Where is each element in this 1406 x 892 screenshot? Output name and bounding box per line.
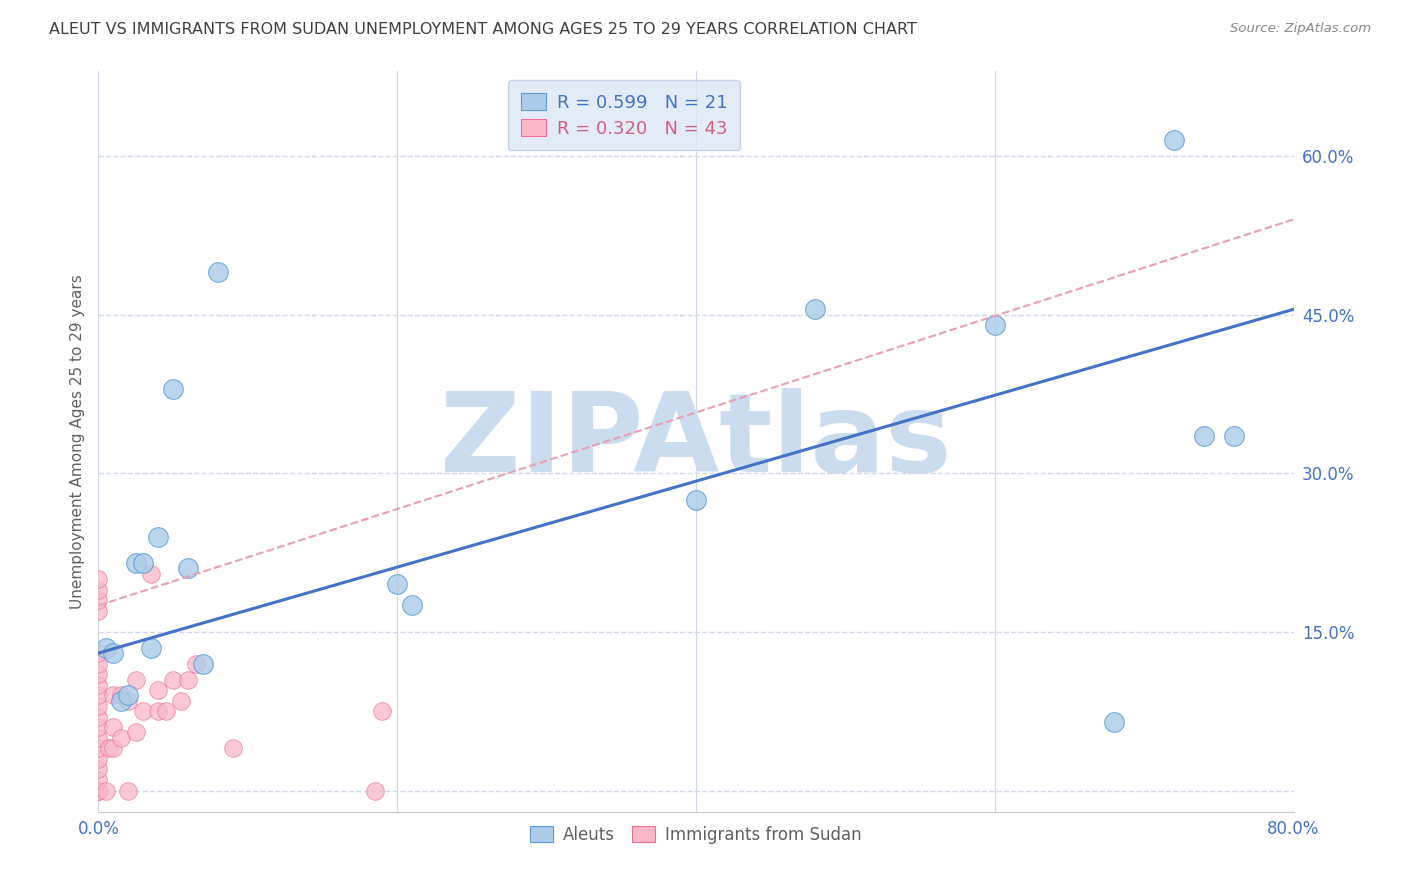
Point: [110, 694, 132, 708]
Point: [94, 640, 117, 655]
Text: ZIPAtlas: ZIPAtlas: [440, 388, 952, 495]
Point: [1104, 714, 1126, 729]
Point: [207, 265, 229, 279]
Point: [364, 783, 387, 797]
Point: [87, 783, 110, 797]
Point: [177, 673, 200, 687]
Point: [162, 673, 184, 687]
Point: [1192, 429, 1215, 443]
Point: [87, 646, 110, 660]
Legend: Aleuts, Immigrants from Sudan: Aleuts, Immigrants from Sudan: [519, 814, 873, 855]
Point: [87, 783, 110, 797]
Point: [103, 689, 125, 703]
Point: [87, 709, 110, 723]
Point: [103, 720, 125, 734]
Point: [87, 698, 110, 713]
Point: [132, 556, 155, 570]
Point: [87, 678, 110, 692]
Point: [125, 725, 148, 739]
Point: [110, 731, 132, 745]
Point: [177, 561, 200, 575]
Point: [117, 783, 139, 797]
Point: [148, 683, 170, 698]
Point: [1163, 133, 1185, 147]
Point: [87, 593, 110, 607]
Point: [87, 572, 110, 586]
Point: [139, 566, 162, 581]
Point: [191, 657, 214, 671]
Point: [117, 694, 139, 708]
Point: [385, 577, 409, 591]
Point: [87, 582, 110, 597]
Point: [139, 640, 162, 655]
Point: [984, 318, 1007, 333]
Point: [87, 772, 110, 787]
Point: [125, 556, 148, 570]
Point: [103, 741, 125, 756]
Text: Source: ZipAtlas.com: Source: ZipAtlas.com: [1230, 22, 1371, 36]
Point: [87, 667, 110, 681]
Point: [401, 599, 423, 613]
Point: [1223, 429, 1246, 443]
Point: [87, 741, 110, 756]
Point: [87, 763, 110, 777]
Point: [184, 657, 207, 671]
Point: [371, 704, 394, 718]
Point: [87, 731, 110, 745]
Point: [148, 530, 170, 544]
Point: [148, 704, 170, 718]
Text: ALEUT VS IMMIGRANTS FROM SUDAN UNEMPLOYMENT AMONG AGES 25 TO 29 YEARS CORRELATIO: ALEUT VS IMMIGRANTS FROM SUDAN UNEMPLOYM…: [49, 22, 917, 37]
Point: [110, 689, 132, 703]
Point: [162, 382, 184, 396]
Point: [125, 673, 148, 687]
Point: [87, 657, 110, 671]
Point: [685, 492, 707, 507]
Point: [94, 783, 117, 797]
Point: [97, 741, 120, 756]
Point: [117, 689, 139, 703]
Point: [87, 752, 110, 766]
Point: [169, 694, 191, 708]
Point: [87, 604, 110, 618]
Point: [103, 646, 125, 660]
Point: [87, 689, 110, 703]
Point: [132, 704, 155, 718]
Point: [222, 741, 245, 756]
Y-axis label: Unemployment Among Ages 25 to 29 years: Unemployment Among Ages 25 to 29 years: [69, 274, 84, 609]
Point: [87, 720, 110, 734]
Point: [155, 704, 177, 718]
Point: [804, 302, 827, 317]
Point: [87, 783, 110, 797]
